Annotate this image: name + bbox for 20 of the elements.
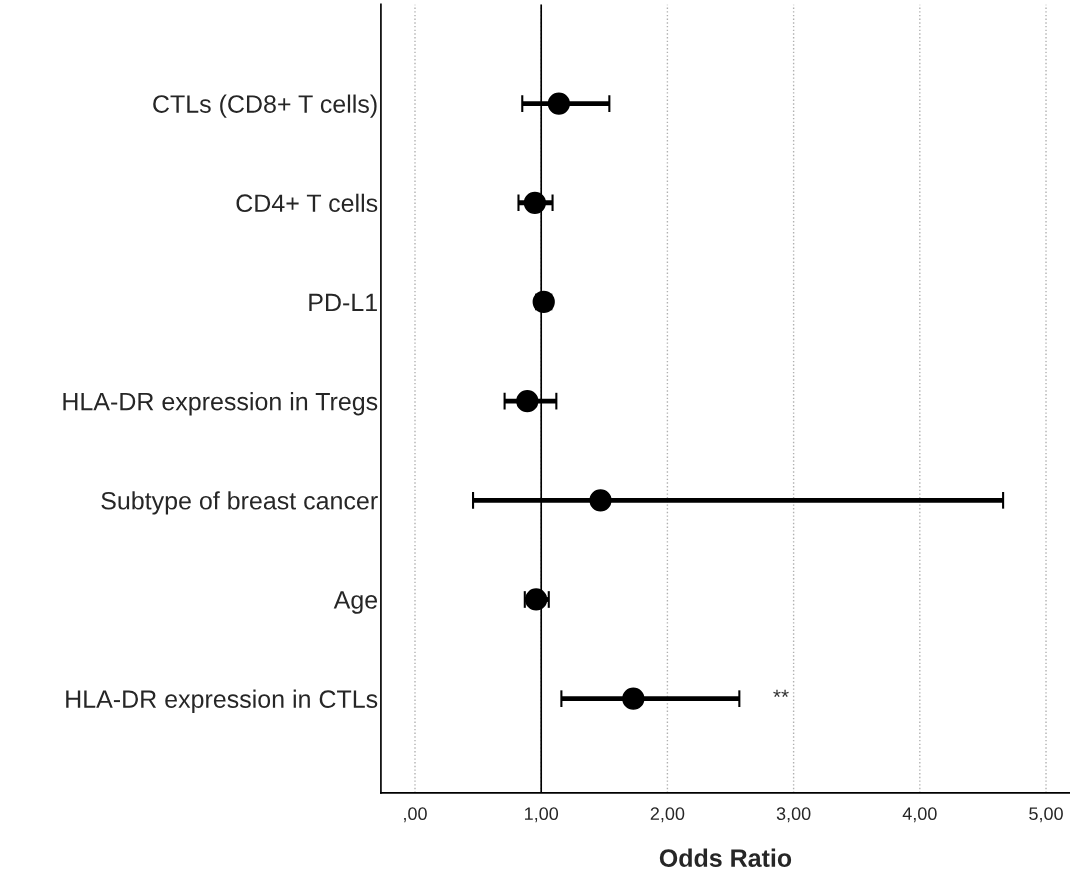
y-tick-label: Age <box>333 591 378 614</box>
x-tick-label: 5,00 <box>1029 807 1063 823</box>
x-tick-label: 1,00 <box>525 807 559 823</box>
x-tick-label: 4,00 <box>902 807 937 823</box>
y-tick-label: HLA-DR expression in Tregs <box>63 392 378 416</box>
y-tick-label: Subtype of breast cancer <box>101 491 378 515</box>
y-tick-label: CTLs (CD8+ T cells) <box>153 94 377 118</box>
point <box>523 191 547 214</box>
x-tick-label: 2,00 <box>650 807 685 823</box>
y-tick-label: HLA-DR expression in CTLs <box>66 689 378 713</box>
y-tick-label: CD4+ T cells <box>236 193 378 213</box>
x-tick-label: 3,00 <box>776 807 811 823</box>
annotation: ** <box>773 689 789 698</box>
point <box>589 489 612 512</box>
x-axis-title: Odds Ratio <box>659 848 792 867</box>
point <box>516 390 539 413</box>
x-tick-label: ,00 <box>404 807 427 823</box>
y-tick-label: PD-L1 <box>309 293 377 312</box>
point <box>547 92 570 115</box>
point <box>622 687 645 710</box>
